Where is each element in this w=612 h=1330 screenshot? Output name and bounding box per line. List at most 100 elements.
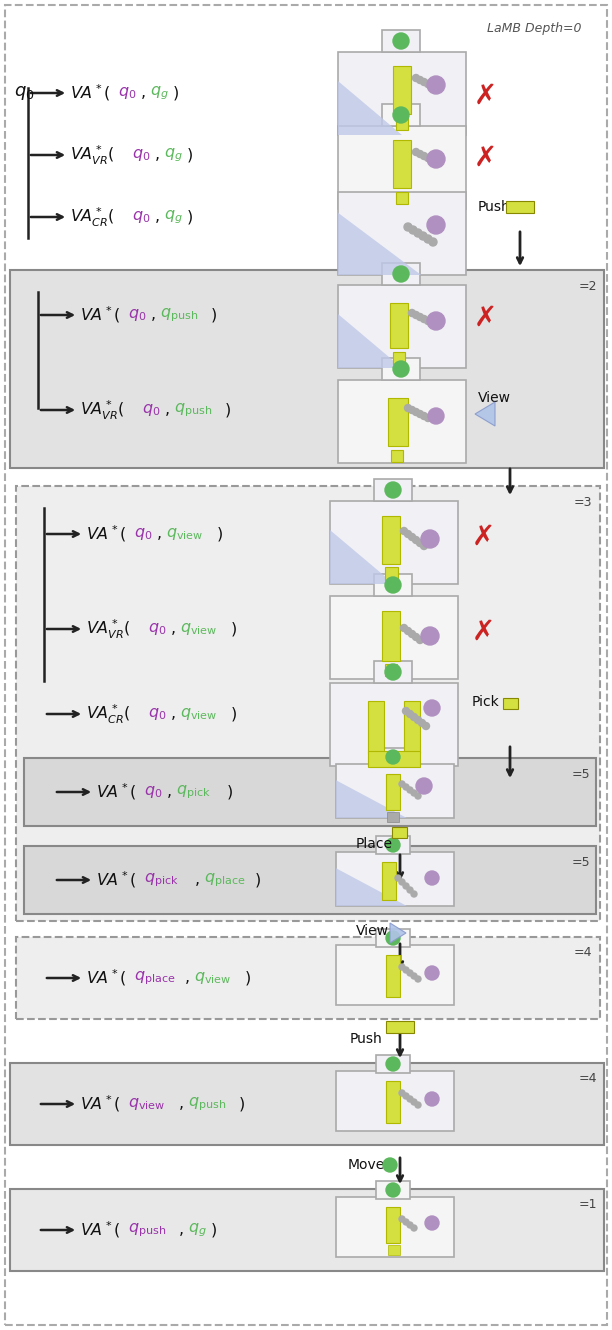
Circle shape xyxy=(425,81,431,88)
Text: =5: =5 xyxy=(572,767,590,781)
Circle shape xyxy=(411,1099,417,1105)
Circle shape xyxy=(422,722,430,729)
Circle shape xyxy=(403,1220,409,1225)
Circle shape xyxy=(411,891,417,896)
Bar xyxy=(24,758,596,826)
Circle shape xyxy=(425,1092,439,1107)
Text: =5: =5 xyxy=(572,855,590,868)
Text: ✗: ✗ xyxy=(473,82,496,110)
Bar xyxy=(382,31,420,52)
Text: $)$: $)$ xyxy=(224,402,231,419)
Circle shape xyxy=(403,967,409,974)
Bar xyxy=(382,358,420,380)
Text: $,$: $,$ xyxy=(154,210,160,225)
Bar xyxy=(382,862,396,900)
Text: $VA^*($: $VA^*($ xyxy=(96,782,136,802)
Bar xyxy=(330,684,458,766)
Polygon shape xyxy=(338,314,402,368)
Circle shape xyxy=(417,77,424,84)
Bar xyxy=(336,1197,454,1257)
Circle shape xyxy=(399,964,405,970)
Bar xyxy=(330,501,458,584)
Bar xyxy=(382,516,400,564)
Circle shape xyxy=(428,157,436,164)
Text: $)$: $)$ xyxy=(230,705,237,724)
Circle shape xyxy=(404,223,412,231)
Circle shape xyxy=(424,700,440,716)
Bar xyxy=(376,1181,410,1200)
Text: $)$: $)$ xyxy=(210,1221,217,1240)
Bar xyxy=(382,263,420,285)
Text: $,$: $,$ xyxy=(154,148,160,162)
Bar xyxy=(338,380,466,463)
Bar xyxy=(336,763,454,818)
Circle shape xyxy=(427,76,445,94)
Circle shape xyxy=(408,310,416,317)
Circle shape xyxy=(414,717,422,724)
Bar xyxy=(385,664,397,676)
Circle shape xyxy=(407,1096,413,1103)
Text: =3: =3 xyxy=(573,496,592,508)
Bar xyxy=(338,52,466,136)
Bar xyxy=(374,575,412,596)
Circle shape xyxy=(424,235,432,243)
Text: $VA^*_{CR}($: $VA^*_{CR}($ xyxy=(70,205,115,229)
Polygon shape xyxy=(336,781,407,818)
Bar xyxy=(503,698,518,709)
Bar xyxy=(374,479,412,501)
Text: ✗: ✗ xyxy=(471,523,494,551)
Text: $,$: $,$ xyxy=(184,971,190,986)
Text: $q_{\mathrm{place}}$: $q_{\mathrm{place}}$ xyxy=(204,871,245,888)
Text: $q_0$: $q_0$ xyxy=(14,84,35,102)
Text: $)$: $)$ xyxy=(186,207,193,226)
Circle shape xyxy=(414,229,422,237)
Text: $q_{\mathrm{view}}$: $q_{\mathrm{view}}$ xyxy=(194,970,231,986)
Bar xyxy=(393,66,411,114)
Text: $q_{\mathrm{pick}}$: $q_{\mathrm{pick}}$ xyxy=(176,783,211,801)
Circle shape xyxy=(425,966,439,980)
Text: $)$: $)$ xyxy=(238,1095,245,1113)
Text: LaMB Depth=0: LaMB Depth=0 xyxy=(487,21,581,35)
Circle shape xyxy=(385,577,401,593)
Text: $VA^*($: $VA^*($ xyxy=(86,968,127,988)
Circle shape xyxy=(420,315,428,322)
Circle shape xyxy=(417,150,424,157)
Text: $VA^*_{VR}($: $VA^*_{VR}($ xyxy=(80,399,125,422)
Circle shape xyxy=(403,708,409,714)
Circle shape xyxy=(406,710,414,717)
Circle shape xyxy=(433,158,439,165)
Circle shape xyxy=(411,713,417,721)
Circle shape xyxy=(395,875,401,880)
Text: $q_{\mathrm{push}}$: $q_{\mathrm{push}}$ xyxy=(188,1095,226,1113)
Text: =4: =4 xyxy=(573,947,592,959)
Circle shape xyxy=(386,1182,400,1197)
Circle shape xyxy=(407,1222,413,1228)
Polygon shape xyxy=(475,402,495,426)
Circle shape xyxy=(405,404,411,411)
Circle shape xyxy=(383,1158,397,1172)
Bar xyxy=(506,201,534,213)
Text: $q_{\mathrm{view}}$: $q_{\mathrm{view}}$ xyxy=(180,621,217,637)
Circle shape xyxy=(425,318,431,325)
Bar xyxy=(16,938,600,1019)
Circle shape xyxy=(399,1216,405,1222)
Circle shape xyxy=(425,1216,439,1230)
Polygon shape xyxy=(338,213,421,275)
Bar xyxy=(404,701,420,753)
Text: $q_{\mathrm{view}}$: $q_{\mathrm{view}}$ xyxy=(180,706,217,722)
Text: $q_0$: $q_0$ xyxy=(128,307,146,323)
Bar xyxy=(336,946,454,1005)
Circle shape xyxy=(415,1103,421,1108)
Text: View: View xyxy=(356,924,389,938)
Text: $)$: $)$ xyxy=(230,620,237,638)
Text: $q_{\mathrm{view}}$: $q_{\mathrm{view}}$ xyxy=(166,525,203,543)
Bar xyxy=(330,596,458,680)
Circle shape xyxy=(428,408,444,424)
Bar xyxy=(386,1021,414,1033)
Bar xyxy=(388,398,408,446)
Circle shape xyxy=(385,481,401,497)
Text: $q_0$: $q_0$ xyxy=(144,783,162,801)
Circle shape xyxy=(420,543,428,549)
Text: $VA^*($: $VA^*($ xyxy=(80,305,121,326)
Text: $VA^*_{CR}($: $VA^*_{CR}($ xyxy=(86,702,131,726)
